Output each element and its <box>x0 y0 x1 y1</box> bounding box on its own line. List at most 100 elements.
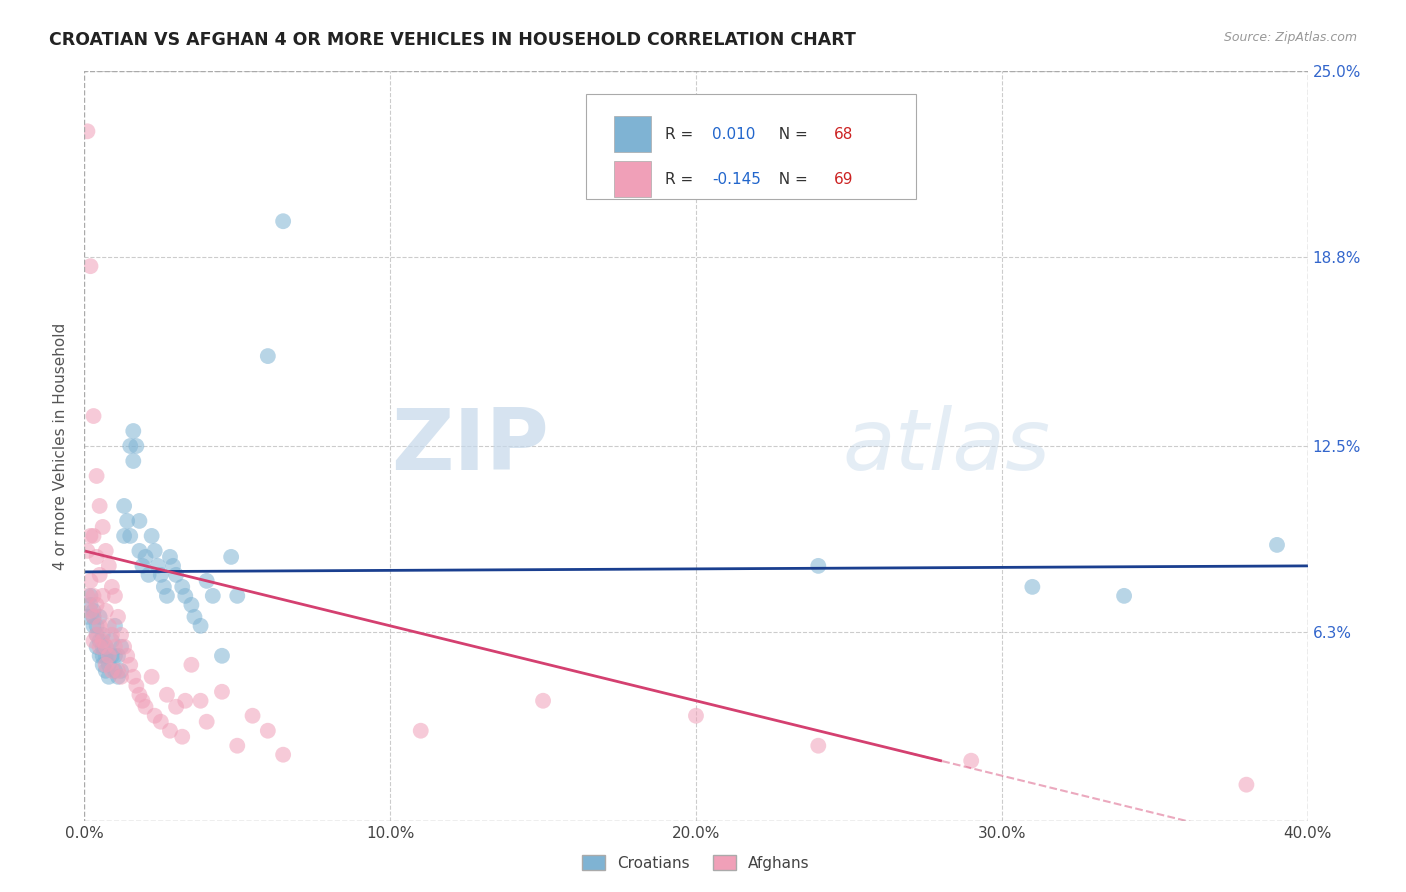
Point <box>141 670 163 684</box>
Point <box>83 610 105 624</box>
Point <box>115 514 138 528</box>
Point <box>89 648 111 663</box>
Point <box>135 549 157 564</box>
Point <box>190 694 212 708</box>
Point <box>257 349 280 363</box>
Point <box>97 648 120 663</box>
Point <box>101 580 124 594</box>
Point <box>257 723 280 738</box>
Point <box>110 640 132 654</box>
Point <box>120 657 142 672</box>
Point <box>110 628 132 642</box>
Point <box>122 454 145 468</box>
Point <box>409 723 432 738</box>
Text: ZIP: ZIP <box>391 404 550 488</box>
Point <box>104 640 127 654</box>
Point <box>180 657 202 672</box>
Point <box>226 739 249 753</box>
Point <box>122 670 145 684</box>
Text: N =: N = <box>769 127 813 142</box>
Point <box>86 598 108 612</box>
Point <box>101 628 124 642</box>
Point <box>153 580 176 594</box>
Point <box>131 694 153 708</box>
Point <box>195 714 218 729</box>
Point <box>159 549 181 564</box>
Point <box>101 633 124 648</box>
Point <box>531 694 554 708</box>
Point <box>76 544 98 558</box>
Point <box>143 708 166 723</box>
Point <box>97 619 120 633</box>
Point <box>112 529 135 543</box>
Point <box>174 589 197 603</box>
Point <box>86 640 108 654</box>
Point <box>107 648 129 663</box>
Point <box>120 439 142 453</box>
Point <box>165 699 187 714</box>
Point <box>83 529 105 543</box>
Point <box>94 664 117 678</box>
Point <box>110 670 132 684</box>
Point <box>125 439 148 453</box>
Point <box>97 657 120 672</box>
FancyBboxPatch shape <box>614 116 651 153</box>
Point <box>76 589 98 603</box>
Point <box>86 619 108 633</box>
Point <box>115 648 138 663</box>
Text: Source: ZipAtlas.com: Source: ZipAtlas.com <box>1223 31 1357 45</box>
Point <box>128 688 150 702</box>
Text: R =: R = <box>665 127 699 142</box>
Text: atlas: atlas <box>842 404 1050 488</box>
Point <box>83 619 105 633</box>
Point <box>156 589 179 603</box>
Point <box>211 648 233 663</box>
Point <box>172 730 194 744</box>
Point <box>91 589 114 603</box>
Point <box>101 648 124 663</box>
Point <box>79 589 101 603</box>
Point <box>86 549 108 564</box>
Point <box>91 520 114 534</box>
Point <box>141 529 163 543</box>
FancyBboxPatch shape <box>614 161 651 197</box>
Point <box>271 214 294 228</box>
Point <box>76 124 98 138</box>
Point <box>101 664 124 678</box>
Point <box>146 558 169 573</box>
Point <box>128 514 150 528</box>
Point <box>195 574 218 588</box>
Point <box>190 619 212 633</box>
Point <box>960 754 983 768</box>
Point <box>79 604 101 618</box>
Point <box>162 558 184 573</box>
Point <box>86 628 108 642</box>
Point <box>97 558 120 573</box>
Point <box>120 529 142 543</box>
Point <box>89 633 111 648</box>
Text: -0.145: -0.145 <box>711 172 761 186</box>
Point <box>94 648 117 663</box>
Point <box>104 648 127 663</box>
Point <box>174 694 197 708</box>
Point <box>131 558 153 573</box>
Point <box>1021 580 1043 594</box>
Point <box>79 259 101 273</box>
Point <box>149 714 172 729</box>
Point <box>211 685 233 699</box>
Point <box>76 610 98 624</box>
Point <box>104 664 127 678</box>
Point <box>89 619 111 633</box>
Point <box>107 670 129 684</box>
Point <box>143 544 166 558</box>
Point <box>165 567 187 582</box>
Point <box>1265 538 1288 552</box>
Point <box>83 409 105 423</box>
Point <box>94 657 117 672</box>
Point <box>91 633 114 648</box>
Point <box>79 574 101 588</box>
Point <box>242 708 264 723</box>
Point <box>91 648 114 663</box>
Point <box>156 688 179 702</box>
Point <box>226 589 249 603</box>
